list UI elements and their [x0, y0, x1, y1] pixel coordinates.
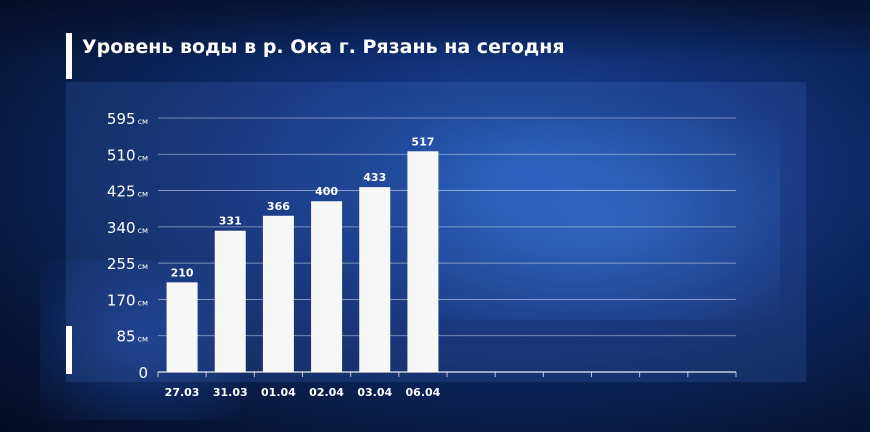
- y-tick-unit: см: [138, 190, 148, 199]
- data-label-27.03: 210: [171, 266, 194, 279]
- x-tick-label-31.03: 31.03: [213, 386, 248, 399]
- y-tick-label-510: 510 см: [107, 146, 148, 164]
- data-label-01.04: 366: [267, 200, 290, 213]
- data-label-06.04: 517: [411, 135, 434, 148]
- y-tick-value: 170: [107, 291, 136, 309]
- y-tick-label-170: 170 см: [107, 291, 148, 309]
- bar-01.04: [262, 215, 294, 372]
- y-tick-label-340: 340 см: [107, 219, 148, 237]
- x-tick-label-27.03: 27.03: [165, 386, 200, 399]
- y-tick-unit: см: [138, 262, 148, 271]
- y-tick-unit: см: [138, 153, 148, 162]
- y-tick-value: 595: [107, 110, 136, 128]
- y-tick-label-0: 0: [138, 364, 148, 382]
- data-label-31.03: 331: [219, 215, 242, 228]
- side-accent-bar: [66, 326, 72, 374]
- x-tick-label-03.04: 03.04: [357, 386, 392, 399]
- background-shade: [0, 0, 870, 60]
- y-tick-unit: см: [138, 335, 148, 344]
- x-tick-label-02.04: 02.04: [309, 386, 344, 399]
- y-tick-label-595: 595 см: [107, 110, 148, 128]
- y-tick-value: 85: [116, 328, 135, 346]
- bar-02.04: [311, 201, 343, 372]
- y-tick-label-425: 425 см: [107, 183, 148, 201]
- background-glow-left: [40, 260, 240, 420]
- chart-title: Уровень воды в р. Ока г. Рязань на сегод…: [82, 36, 565, 58]
- y-tick-label-255: 255 см: [107, 255, 148, 273]
- bar-27.03: [166, 282, 198, 372]
- bar-06.04: [407, 151, 439, 372]
- bar-31.03: [214, 230, 246, 372]
- y-tick-value: 255: [107, 255, 136, 273]
- y-tick-label-85: 85 см: [116, 328, 148, 346]
- y-tick-value: 510: [107, 146, 136, 164]
- y-tick-unit: см: [138, 226, 148, 235]
- y-tick-value: 340: [107, 219, 136, 237]
- title-accent-bar: [66, 33, 72, 79]
- y-tick-value: 425: [107, 183, 136, 201]
- x-tick-label-01.04: 01.04: [261, 386, 296, 399]
- background-glow: [420, 120, 780, 320]
- y-tick-unit: см: [138, 117, 148, 126]
- y-tick-unit: см: [138, 298, 148, 307]
- data-label-02.04: 400: [315, 185, 338, 198]
- data-label-03.04: 433: [363, 171, 386, 184]
- y-tick-value: 0: [138, 364, 148, 382]
- x-tick-label-06.04: 06.04: [406, 386, 441, 399]
- bar-03.04: [359, 187, 391, 372]
